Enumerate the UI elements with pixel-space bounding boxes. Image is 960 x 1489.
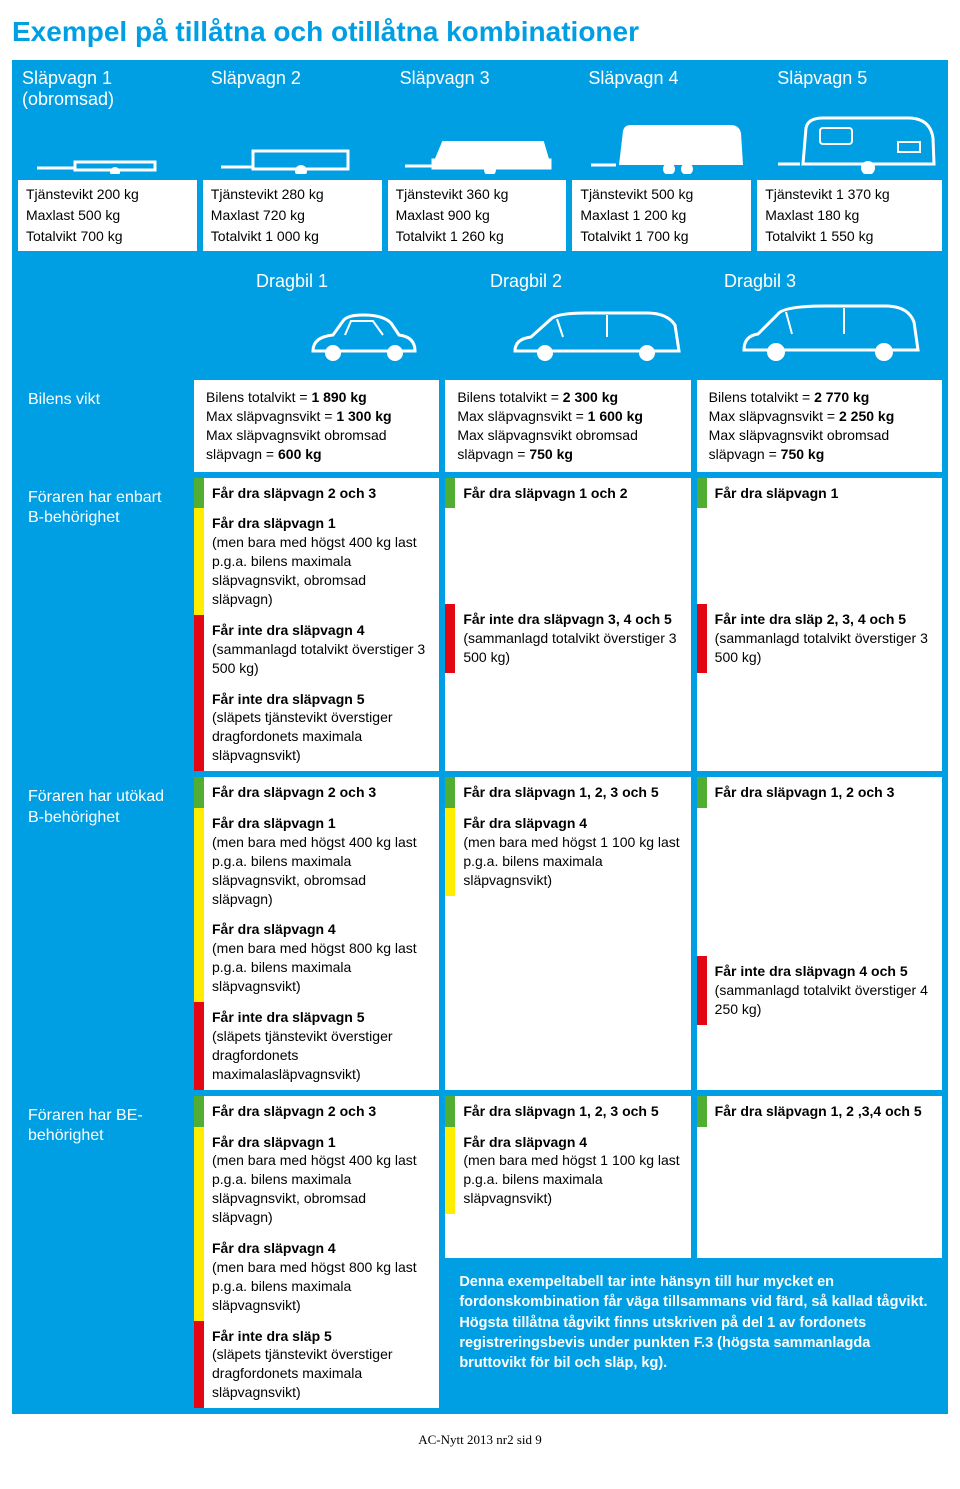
- row-be: Föraren har BE-behörighet: [18, 1090, 188, 1408]
- b-utokad-c1: Får dra släpvagn 2 och 3Får dra släpvagn…: [188, 771, 439, 1089]
- trailer-spec-2: Tjänstevikt 280 kgMaxlast 720 kgTotalvik…: [203, 180, 388, 251]
- dragbil-2-label: Dragbil 2: [480, 265, 714, 294]
- dragbil-1-label: Dragbil 1: [246, 265, 480, 294]
- trailer-spec-1: Tjänstevikt 200 kgMaxlast 500 kgTotalvik…: [18, 180, 203, 251]
- trailer-3-icon: [405, 124, 555, 174]
- trailer-images-row: [12, 114, 948, 180]
- bilens-vikt-col-2: Bilens totalvikt = 2 300 kgMax släpvagns…: [439, 374, 690, 472]
- trailer-header-4: Släpvagn 4: [578, 60, 759, 114]
- bilens-vikt-col-1: Bilens totalvikt = 1 890 kgMax släpvagns…: [188, 374, 439, 472]
- trailer-1-icon: [37, 134, 167, 174]
- trailer-spec-3: Tjänstevikt 360 kgMaxlast 900 kgTotalvik…: [388, 180, 573, 251]
- b-enbart-c3: Får dra släpvagn 1Får inte dra släp 2, 3…: [691, 472, 942, 772]
- main-content-grid: Bilens viktBilens totalvikt = 1 890 kgMa…: [12, 368, 948, 1414]
- car-wagon-icon: [507, 309, 687, 364]
- trailer-4-icon: [591, 119, 746, 174]
- row-b-utokad: Föraren har utökad B-behörighet: [18, 771, 188, 1089]
- dragbil-header-row: Dragbil 1 Dragbil 2 Dragbil 3: [12, 265, 948, 368]
- be-c1: Får dra släpvagn 2 och 3Får dra släpvagn…: [188, 1090, 439, 1408]
- trailer-header-2: Släpvagn 2: [201, 60, 382, 114]
- page-footer: AC-Nytt 2013 nr2 sid 9: [12, 1432, 948, 1448]
- b-utokad-c3: Får dra släpvagn 1, 2 och 3Får inte dra …: [691, 771, 942, 1089]
- trailer-header-3: Släpvagn 3: [390, 60, 571, 114]
- trailer-2-icon: [221, 129, 361, 174]
- trailer-header-5: Släpvagn 5: [767, 60, 948, 114]
- car-small-icon: [303, 309, 423, 364]
- b-enbart-c2: Får dra släpvagn 1 och 2Får inte dra slä…: [439, 472, 690, 772]
- trailer-5-icon: [778, 114, 938, 174]
- dragbil-3-label: Dragbil 3: [714, 265, 948, 294]
- note-box: Denna exempeltabell tar inte hänsyn till…: [439, 1258, 942, 1408]
- b-utokad-c2: Får dra släpvagn 1, 2, 3 och 5Får dra sl…: [439, 771, 690, 1089]
- row-b-enbart: Föraren har enbart B-behörighet: [18, 472, 188, 772]
- row-bilens-vikt: Bilens vikt: [18, 374, 188, 472]
- page-title: Exempel på tillåtna och otillåtna kombin…: [12, 16, 948, 48]
- car-suv-icon: [736, 304, 926, 364]
- trailer-spec-4: Tjänstevikt 500 kgMaxlast 1 200 kgTotalv…: [572, 180, 757, 251]
- b-enbart-c1: Får dra släpvagn 2 och 3Får dra släpvagn…: [188, 472, 439, 772]
- trailer-spec-5: Tjänstevikt 1 370 kgMaxlast 180 kgTotalv…: [757, 180, 942, 251]
- bilens-vikt-col-3: Bilens totalvikt = 2 770 kgMax släpvagns…: [691, 374, 942, 472]
- trailer-spec-grid: Tjänstevikt 200 kgMaxlast 500 kgTotalvik…: [12, 180, 948, 257]
- trailer-header-1: Släpvagn 1(obromsad): [12, 60, 193, 114]
- trailer-header-row: Släpvagn 1(obromsad)Släpvagn 2Släpvagn 3…: [12, 60, 948, 114]
